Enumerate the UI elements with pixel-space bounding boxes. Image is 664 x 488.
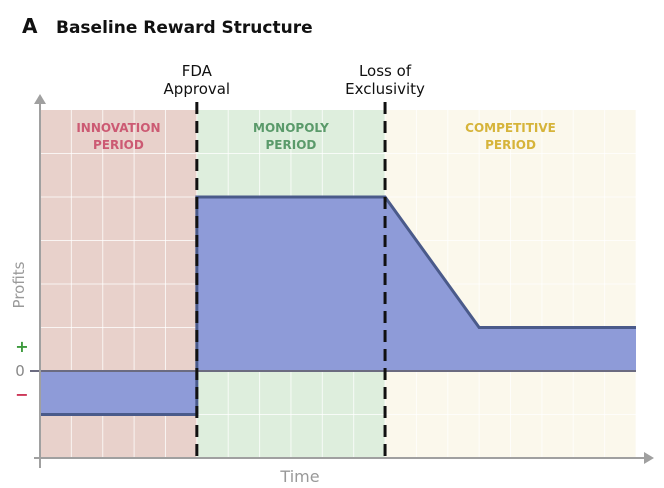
event-label-1: FDA Approval: [164, 62, 231, 98]
profit-area-group: [40, 195, 636, 416]
period-label-3: COMPETITIVE PERIOD: [465, 121, 556, 152]
event-label-2: Loss of Exclusivity: [345, 62, 425, 98]
panel-letter: A: [22, 14, 38, 38]
x-axis-arrow: [644, 452, 654, 464]
period-label-1: INNOVATION PERIOD: [76, 121, 160, 152]
axes: [34, 94, 654, 468]
y-axis-arrow: [34, 94, 46, 104]
event-lines: FDA Approval Loss of Exclusivity: [164, 62, 425, 458]
x-axis-label: Time: [279, 467, 319, 486]
y-negative-label: −: [15, 385, 28, 404]
y-zero-label: 0: [15, 362, 25, 380]
profit-line: [40, 195, 636, 416]
profit-area: [40, 197, 636, 415]
period-labels: INNOVATION PERIOD MONOPOLY PERIOD COMPETITIV…: [76, 121, 556, 152]
chart-title: Baseline Reward Structure: [56, 18, 313, 38]
y-axis-label: Profits: [10, 261, 28, 308]
period-label-2: MONOPOLY PERIOD: [253, 121, 329, 152]
y-positive-label: +: [15, 337, 28, 356]
